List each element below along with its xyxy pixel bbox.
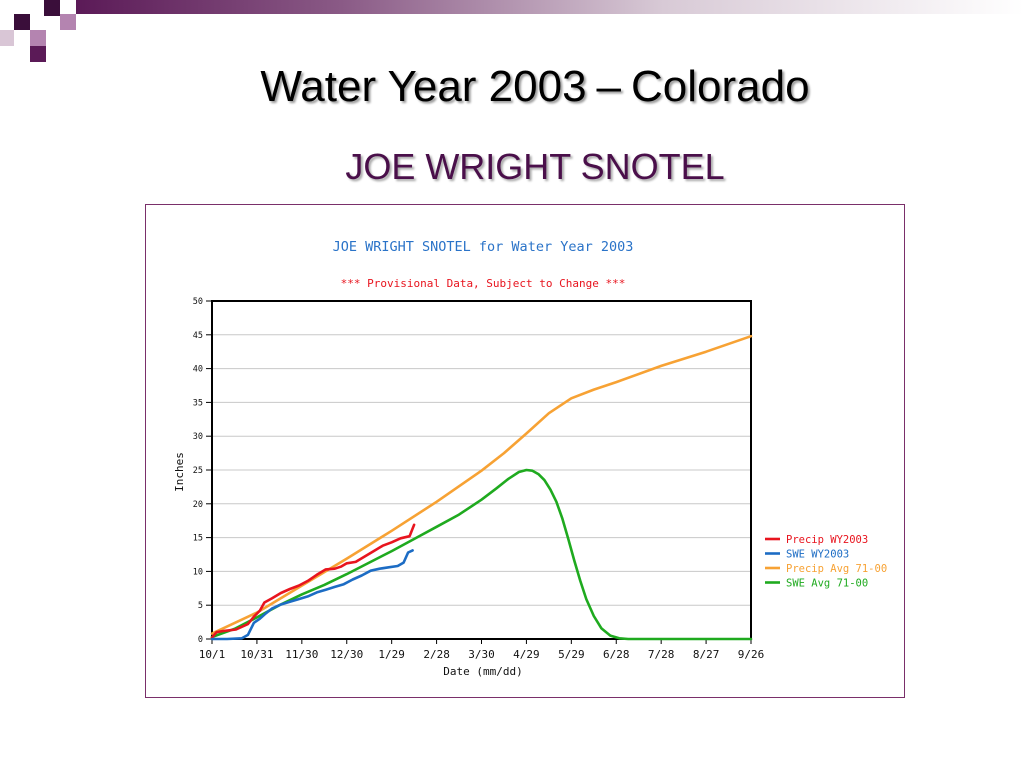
x-tick-label: 12/30 <box>330 648 363 661</box>
x-tick-label: 4/29 <box>513 648 540 661</box>
y-tick-label: 50 <box>193 297 203 307</box>
series-line-swe-avg-71-00 <box>210 468 753 641</box>
series-line-precip-avg-71-00 <box>210 334 753 635</box>
slide-title: Water Year 2003– Colorado <box>0 62 1024 112</box>
chart-subtitle: *** Provisional Data, Subject to Change … <box>341 277 626 290</box>
x-tick-label: 10/31 <box>240 648 273 661</box>
slide-subtitle: JOE WRIGHT SNOTEL <box>345 146 725 187</box>
y-tick-label: 20 <box>193 500 203 510</box>
y-tick-label: 25 <box>193 466 203 476</box>
x-tick-label: 11/30 <box>285 648 318 661</box>
slide-title-rest: Colorado <box>631 62 810 111</box>
legend-label: Precip Avg 71-00 <box>786 563 887 575</box>
y-tick-label: 5 <box>198 601 203 611</box>
legend-label: SWE WY2003 <box>786 549 849 561</box>
axes: 0 5 10 15 20 25 30 35 40 45 50 10/1 10/31 11/30 12/30 1… <box>193 297 765 661</box>
deco-square <box>44 0 60 16</box>
x-tick-label: 3/30 <box>468 648 495 661</box>
x-tick-label: 9/26 <box>738 648 765 661</box>
header-gradient-bar <box>76 0 1024 14</box>
plot-area-border <box>211 300 752 640</box>
y-tick-label: 45 <box>193 331 203 341</box>
chart-title: JOE WRIGHT SNOTEL for Water Year 2003 <box>333 239 634 255</box>
x-tick-label: 1/29 <box>378 648 405 661</box>
deco-square <box>0 30 14 46</box>
deco-square <box>30 30 46 46</box>
x-axis-label: Date (mm/dd) <box>443 665 522 678</box>
deco-square <box>30 46 46 62</box>
x-tick-label: 10/1 <box>199 648 226 661</box>
grid <box>212 300 751 606</box>
slide-title-separator: – <box>596 62 622 111</box>
y-tick-label: 35 <box>193 398 203 408</box>
legend-label: SWE Avg 71-00 <box>786 578 868 590</box>
y-tick-label: 15 <box>193 534 203 544</box>
y-axis-label: Inches <box>173 452 186 492</box>
y-tick-label: 40 <box>193 365 203 375</box>
legend-label: Precip WY2003 <box>786 534 868 546</box>
slide-title-main: Water Year 2003 <box>260 62 587 111</box>
y-tick-label: 10 <box>193 567 203 577</box>
x-tick-label: 5/29 <box>558 648 585 661</box>
series-line-precip-wy2003 <box>210 523 416 639</box>
x-tick-label: 7/28 <box>648 648 675 661</box>
x-tick-label: 6/28 <box>603 648 630 661</box>
y-tick-label: 30 <box>193 432 203 442</box>
deco-square <box>60 14 76 30</box>
x-tick-label: 2/28 <box>423 648 450 661</box>
x-tick-label: 8/27 <box>693 648 720 661</box>
legend: Precip WY2003 SWE WY2003 Precip Avg 71-00 S… <box>765 534 887 590</box>
series-line-swe-wy2003 <box>210 549 414 641</box>
deco-square <box>14 14 30 30</box>
chart-frame: JOE WRIGHT SNOTEL for Water Year 2003 **… <box>145 204 905 698</box>
chart-svg: JOE WRIGHT SNOTEL for Water Year 2003 **… <box>173 239 887 678</box>
y-tick-label: 0 <box>198 635 203 645</box>
series-lines <box>210 334 753 641</box>
